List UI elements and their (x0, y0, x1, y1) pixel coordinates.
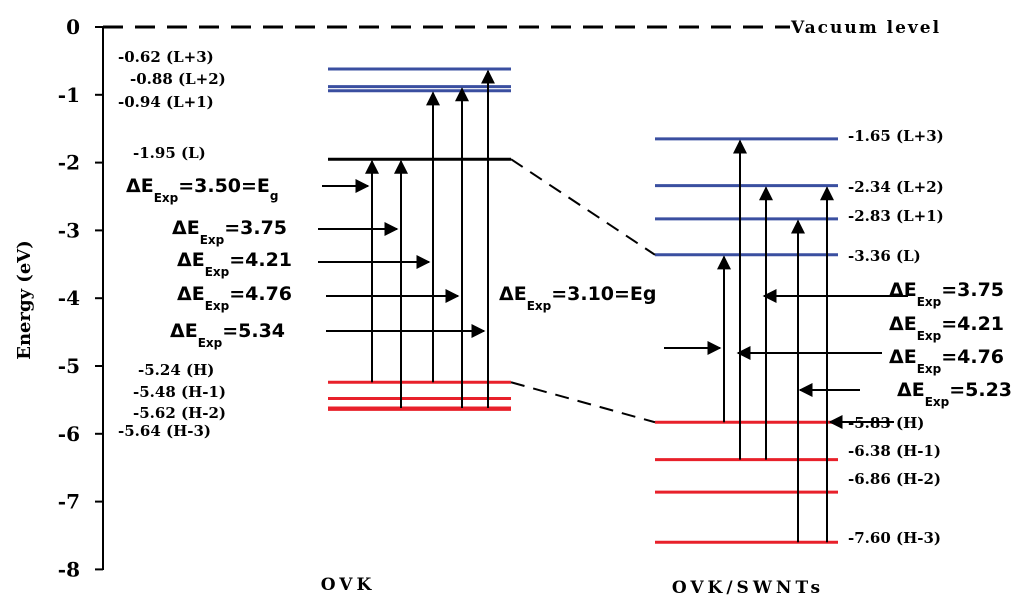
level-label: -3.36 (L) (848, 247, 921, 265)
level-label: -5.24 (H) (138, 361, 214, 379)
y-axis-label: Energy (eV) (14, 240, 35, 360)
transition-energy-label: ΔEExp=3.50=Eg (126, 175, 279, 205)
level-label: -5.64 (H-3) (118, 422, 211, 440)
system-label-ovk: OVK (321, 575, 375, 595)
y-tick-label: -6 (58, 422, 80, 446)
level-label: -5.48 (H-1) (133, 383, 226, 401)
y-tick-label: 0 (66, 15, 80, 39)
level-labels: -0.62 (L+3) -0.88 (L+2) -0.94 (L+1) -1.95 (… (118, 48, 944, 547)
level-label: -6.86 (H-2) (848, 470, 941, 488)
vacuum-level-label: Vacuum level (790, 18, 941, 38)
level-label: -0.94 (L+1) (118, 93, 214, 111)
y-tick-label: -2 (58, 151, 80, 175)
transition-arrows (318, 69, 908, 543)
level-label: -5.62 (H-2) (133, 404, 226, 422)
level-label: -2.83 (L+1) (848, 207, 944, 225)
level-label: -7.60 (H-3) (848, 529, 941, 547)
level-label: -2.34 (L+2) (848, 178, 944, 196)
transition-energy-label: ΔEExp=4.76 (889, 346, 1004, 376)
level-label: -5.83 (H) (848, 414, 924, 432)
transition-energy-label: ΔEExp=3.75 (172, 217, 287, 247)
y-tick-label: -8 (58, 557, 80, 581)
transition-energy-label: ΔEExp=5.34 (170, 320, 285, 350)
system-label-ovk-swnts: OVK/SWNTs (672, 578, 824, 597)
connector-lines (510, 158, 656, 424)
level-label: -0.88 (L+2) (130, 70, 226, 88)
lumo-connector (510, 158, 656, 256)
y-axis-ticks: 0 -1 -2 -3 -4 -5 -6 -7 -8 (58, 15, 103, 581)
y-tick-label: -4 (58, 286, 80, 310)
transition-energy-label: ΔEExp=4.21 (889, 313, 1004, 343)
level-label: -0.62 (L+3) (118, 48, 214, 66)
y-tick-label: -1 (58, 83, 80, 107)
y-tick-label: -5 (58, 354, 80, 378)
energy-levels (328, 67, 838, 544)
transition-energy-label: ΔEExp=5.23 (897, 379, 1012, 409)
y-tick-label: -3 (58, 218, 80, 242)
y-tick-label: -7 (58, 490, 80, 514)
transition-energy-label: ΔEExp=3.75 (889, 279, 1004, 309)
transition-labels: ΔEExp=3.50=EgΔEExp=3.75ΔEExp=4.21ΔEExp=4… (126, 175, 1012, 409)
level-label: -6.38 (H-1) (848, 442, 941, 460)
transition-energy-label: ΔEExp=3.10=Eg (499, 283, 657, 313)
transition-energy-label: ΔEExp=4.21 (177, 249, 292, 279)
transition-energy-label: ΔEExp=4.76 (177, 283, 292, 313)
level-label: -1.95 (L) (133, 144, 206, 162)
level-label: -1.65 (L+3) (848, 127, 944, 145)
homo-connector (510, 381, 656, 424)
